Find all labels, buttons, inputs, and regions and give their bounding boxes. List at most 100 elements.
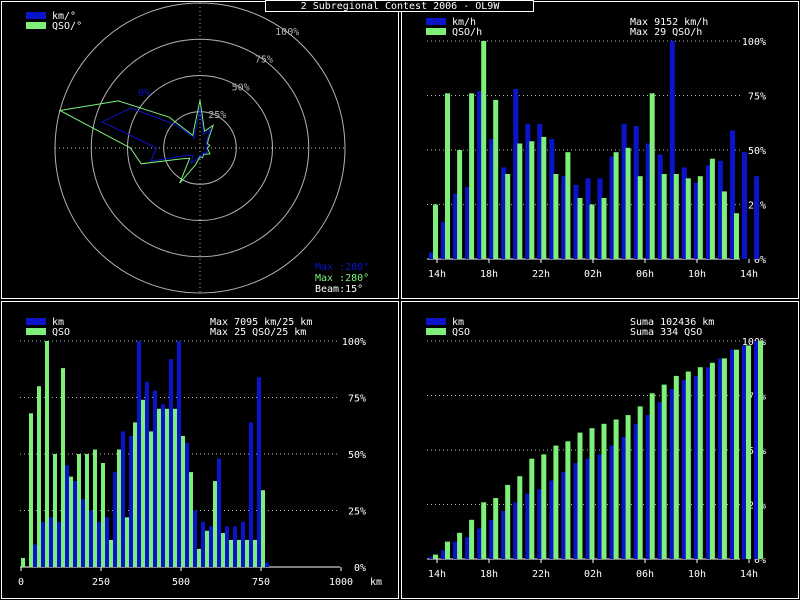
distance-bar-blue: [169, 359, 173, 567]
distance-bar-blue: [145, 381, 149, 567]
distance-bar-blue: [217, 458, 221, 567]
distance-bar-green: [181, 435, 185, 567]
cumulative-bar-blue: [681, 380, 687, 559]
hourly-bar-green: [589, 204, 595, 259]
cumulative-bar-green: [433, 554, 438, 559]
distance-bar-blue: [209, 526, 213, 567]
distance-bar-green: [213, 481, 217, 567]
distance-bar-green: [45, 341, 49, 567]
polar-max-blue: Max :280°: [315, 262, 369, 273]
cumulative-bar-green: [709, 362, 715, 559]
distance-bar-green: [77, 454, 81, 567]
cumulative-bar-green: [649, 393, 655, 559]
cumulative-bar-blue: [633, 423, 639, 559]
distance-bar-green: [173, 408, 177, 567]
hourly-bar-blue: [501, 167, 507, 259]
cumulative-bar-green: [601, 423, 607, 559]
distance-bar-blue: [89, 510, 93, 567]
hourly-x-tick: 18h: [480, 269, 498, 280]
hourly-bar-blue: [465, 187, 471, 259]
cumulative-bar-green: [445, 541, 450, 559]
hourly-x-tick: 14h: [428, 269, 446, 280]
cumulative-y-tick: 100%: [742, 337, 766, 348]
cumulative-bar-green: [685, 371, 691, 559]
hourly-bar-green: [613, 152, 619, 259]
distance-y-tick: 50%: [348, 450, 366, 461]
distance-bar-blue: [265, 562, 269, 567]
hourly-bar-blue: [621, 123, 627, 259]
cumulative-x-tick: 22h: [532, 569, 550, 580]
cumulative-bar-green: [613, 419, 619, 559]
distance-bar-green: [93, 449, 97, 567]
polar-legend-swatch-green: [26, 22, 46, 29]
cumulative-bar-blue: [525, 493, 531, 559]
hourly-bar-blue: [477, 91, 483, 259]
hourly-bar-blue: [657, 154, 663, 259]
distance-bar-blue: [33, 544, 37, 567]
distance-bar-green: [37, 386, 41, 567]
cumulative-bar-green: [517, 476, 523, 559]
hourly-bar-blue: [429, 252, 434, 259]
hourly-bar-blue: [453, 193, 459, 259]
cumulative-x-tick: 18h: [480, 569, 498, 580]
distance-bar-green: [101, 463, 105, 567]
panel-frame-3: [401, 301, 799, 599]
distance-bar-green: [165, 408, 169, 567]
cumulative-bar-blue: [645, 415, 651, 559]
distance-legend-swatch-blue: [26, 318, 46, 325]
distance-x-tick: 750: [252, 577, 270, 588]
cumulative-bar-green: [481, 502, 487, 559]
cumulative-legend-swatch-green: [426, 328, 446, 335]
distance-bar-green: [109, 539, 113, 567]
hourly-bar-blue: [441, 221, 446, 259]
distance-bar-blue: [241, 521, 245, 567]
distance-legend-label: QSO: [52, 327, 70, 338]
cumulative-bar-green: [673, 375, 679, 559]
hourly-bar-green: [433, 204, 438, 259]
hourly-bar-green: [505, 174, 511, 259]
cumulative-stat1: Suma 102436 km: [630, 317, 714, 328]
hourly-bar-green: [685, 178, 691, 259]
distance-bar-blue: [41, 521, 45, 567]
hourly-bar-blue: [645, 143, 651, 259]
distance-bar-green: [61, 368, 65, 567]
cumulative-bar-blue: [597, 454, 603, 559]
distance-bar-green: [237, 539, 241, 567]
hourly-bar-green: [673, 174, 679, 259]
cumulative-bar-green: [469, 519, 475, 559]
distance-bar-green: [221, 533, 225, 567]
distance-bar-blue: [225, 526, 229, 567]
cumulative-bar-blue: [621, 436, 627, 559]
cumulative-bar-green: [637, 406, 643, 559]
hourly-x-tick: 02h: [584, 269, 602, 280]
hourly-bar-blue: [730, 130, 735, 259]
distance-bar-green: [125, 517, 129, 567]
hourly-bar-green: [601, 198, 607, 259]
cumulative-bar-blue: [477, 528, 483, 559]
hourly-y-tick: 50%: [748, 146, 766, 157]
cumulative-bar-blue: [717, 358, 723, 559]
hourly-legend-label: km/h: [452, 17, 476, 28]
hourly-bar-blue: [597, 178, 603, 259]
distance-legend-swatch-green: [26, 328, 46, 335]
cumulative-bar-green: [697, 367, 703, 559]
distance-bar-green: [253, 539, 257, 567]
cumulative-bar-green: [505, 484, 511, 559]
hourly-bar-green: [469, 93, 475, 259]
distance-bar-green: [69, 476, 73, 567]
polar-series-qso: [58, 100, 215, 184]
polar-legend-label: QSO/°: [52, 21, 82, 32]
hourly-x-tick: 22h: [532, 269, 550, 280]
hourly-bar-green: [541, 136, 547, 259]
distance-bar-blue: [153, 390, 157, 567]
hourly-bar-green: [709, 158, 715, 259]
distance-bar-blue: [233, 526, 237, 567]
page-title: 2 Subregional Contest 2006 - OL9W: [301, 1, 501, 12]
distance-bar-green: [245, 539, 249, 567]
hourly-bar-green: [493, 99, 499, 260]
hourly-bar-green: [445, 93, 450, 259]
distance-bar-blue: [113, 472, 117, 567]
